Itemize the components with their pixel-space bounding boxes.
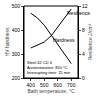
svg-text:300: 300 — [12, 51, 21, 57]
svg-text:700: 700 — [67, 82, 76, 88]
svg-text:200: 200 — [12, 75, 21, 81]
svg-text:12: 12 — [82, 3, 88, 9]
svg-text:Steel 42 CD 4Austenitization:: Steel 42 CD 4Austenitization: 850 °CInte… — [27, 60, 70, 75]
svg-text:Resilience J/cm²: Resilience J/cm² — [87, 23, 93, 60]
svg-text:0: 0 — [82, 75, 85, 81]
svg-text:Hardness: Hardness — [53, 37, 75, 43]
svg-text:Bath temperature, °C: Bath temperature, °C — [27, 88, 74, 94]
svg-text:600: 600 — [54, 82, 63, 88]
svg-text:500: 500 — [40, 82, 49, 88]
svg-text:400: 400 — [27, 82, 36, 88]
svg-text:HV hardness: HV hardness — [4, 27, 10, 56]
svg-text:400: 400 — [12, 27, 21, 33]
svg-text:4: 4 — [82, 51, 85, 57]
svg-text:Resilience: Resilience — [67, 10, 90, 16]
svg-text:500: 500 — [12, 3, 21, 9]
svg-text:8: 8 — [82, 27, 85, 33]
